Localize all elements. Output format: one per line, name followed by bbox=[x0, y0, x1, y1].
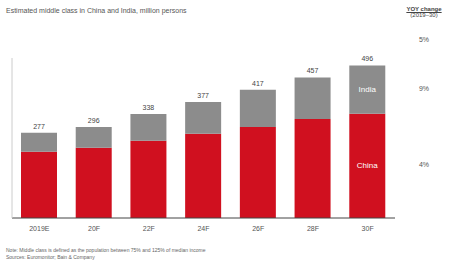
svg-text:24F: 24F bbox=[197, 225, 209, 232]
svg-text:496: 496 bbox=[361, 55, 373, 62]
html-text:Sources: Euromonitor; Bain & C: Sources: Euromonitor; Bain & Company bbox=[6, 254, 95, 260]
html-text:4%: 4% bbox=[418, 160, 430, 168]
html-text:Estimated middle class in Chin: Estimated middle class in China and Indi… bbox=[6, 7, 187, 14]
svg-text:26F: 26F bbox=[252, 225, 264, 232]
svg-text:377: 377 bbox=[197, 92, 209, 99]
svg-text:20F: 20F bbox=[88, 225, 100, 232]
svg-text:2019E: 2019E bbox=[29, 225, 50, 232]
html-text:9%: 9% bbox=[418, 84, 430, 92]
svg-text:338: 338 bbox=[143, 104, 155, 111]
svg-text:China: China bbox=[357, 161, 378, 170]
svg-text:30F: 30F bbox=[362, 225, 374, 232]
svg-text:22F: 22F bbox=[143, 225, 155, 232]
svg-text:417: 417 bbox=[252, 80, 264, 87]
html-text:YOY change: YOY change bbox=[406, 6, 442, 12]
svg-text:28F: 28F bbox=[307, 225, 319, 232]
svg-text:457: 457 bbox=[307, 67, 319, 74]
svg-text:296: 296 bbox=[88, 117, 100, 124]
html-text:(2019–30): (2019–30) bbox=[410, 12, 438, 18]
svg-text:India: India bbox=[359, 85, 377, 94]
svg-text:277: 277 bbox=[33, 123, 45, 130]
html-text:Note: Middle class is defined: Note: Middle class is defined as the pop… bbox=[6, 247, 206, 253]
html-text:5%: 5% bbox=[418, 36, 430, 43]
